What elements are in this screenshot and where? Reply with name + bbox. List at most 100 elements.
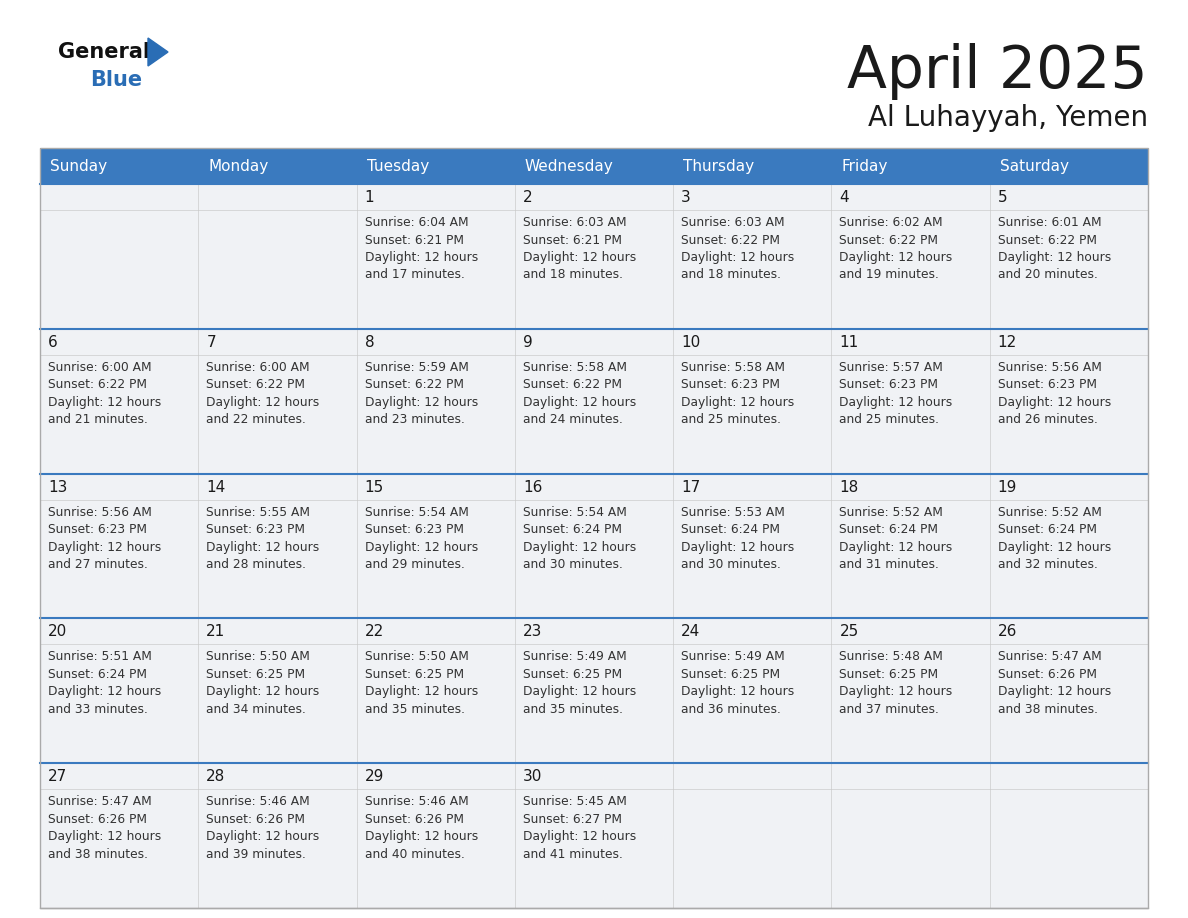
Text: Sunrise: 6:00 AM: Sunrise: 6:00 AM bbox=[207, 361, 310, 374]
Text: Sunset: 6:22 PM: Sunset: 6:22 PM bbox=[681, 233, 781, 247]
Text: and 41 minutes.: and 41 minutes. bbox=[523, 847, 623, 861]
Text: Sunrise: 5:57 AM: Sunrise: 5:57 AM bbox=[840, 361, 943, 374]
Text: and 35 minutes.: and 35 minutes. bbox=[523, 703, 623, 716]
Bar bbox=[356, 184, 514, 329]
Text: Sunset: 6:25 PM: Sunset: 6:25 PM bbox=[365, 668, 463, 681]
Text: Sunrise: 6:02 AM: Sunrise: 6:02 AM bbox=[840, 216, 943, 229]
Text: and 20 minutes.: and 20 minutes. bbox=[998, 268, 1098, 282]
Text: Daylight: 12 hours: Daylight: 12 hours bbox=[681, 251, 795, 264]
Text: 6: 6 bbox=[48, 335, 58, 350]
Text: 22: 22 bbox=[365, 624, 384, 640]
Text: 2: 2 bbox=[523, 190, 532, 205]
Text: 13: 13 bbox=[48, 479, 68, 495]
Bar bbox=[356, 763, 514, 908]
Bar bbox=[832, 474, 990, 619]
Text: and 37 minutes.: and 37 minutes. bbox=[840, 703, 940, 716]
Bar bbox=[990, 184, 1148, 329]
Text: Sunrise: 6:01 AM: Sunrise: 6:01 AM bbox=[998, 216, 1101, 229]
Text: Daylight: 12 hours: Daylight: 12 hours bbox=[207, 541, 320, 554]
Bar bbox=[990, 619, 1148, 763]
Text: 11: 11 bbox=[840, 335, 859, 350]
Text: Sunset: 6:22 PM: Sunset: 6:22 PM bbox=[48, 378, 147, 391]
Text: Sunrise: 5:49 AM: Sunrise: 5:49 AM bbox=[523, 650, 626, 664]
Text: Sunrise: 6:03 AM: Sunrise: 6:03 AM bbox=[523, 216, 626, 229]
Bar bbox=[514, 329, 674, 474]
Text: Daylight: 12 hours: Daylight: 12 hours bbox=[365, 830, 478, 844]
Text: and 32 minutes.: and 32 minutes. bbox=[998, 558, 1098, 571]
Text: 27: 27 bbox=[48, 769, 68, 784]
Text: and 18 minutes.: and 18 minutes. bbox=[681, 268, 782, 282]
Bar bbox=[198, 148, 356, 184]
Text: Sunset: 6:21 PM: Sunset: 6:21 PM bbox=[365, 233, 463, 247]
Bar bbox=[832, 763, 990, 908]
Text: Sunset: 6:23 PM: Sunset: 6:23 PM bbox=[207, 523, 305, 536]
Text: Sunset: 6:25 PM: Sunset: 6:25 PM bbox=[840, 668, 939, 681]
Text: 10: 10 bbox=[681, 335, 701, 350]
Text: and 19 minutes.: and 19 minutes. bbox=[840, 268, 940, 282]
Text: Sunrise: 6:03 AM: Sunrise: 6:03 AM bbox=[681, 216, 785, 229]
Bar bbox=[40, 763, 198, 908]
Text: and 27 minutes.: and 27 minutes. bbox=[48, 558, 147, 571]
Text: 28: 28 bbox=[207, 769, 226, 784]
Text: 4: 4 bbox=[840, 190, 849, 205]
Text: 21: 21 bbox=[207, 624, 226, 640]
Text: Daylight: 12 hours: Daylight: 12 hours bbox=[207, 396, 320, 409]
Text: 12: 12 bbox=[998, 335, 1017, 350]
Text: Sunset: 6:23 PM: Sunset: 6:23 PM bbox=[840, 378, 939, 391]
Bar bbox=[514, 474, 674, 619]
Bar bbox=[356, 329, 514, 474]
Text: Sunrise: 5:56 AM: Sunrise: 5:56 AM bbox=[998, 361, 1101, 374]
Text: Monday: Monday bbox=[208, 159, 268, 174]
Text: Daylight: 12 hours: Daylight: 12 hours bbox=[998, 251, 1111, 264]
Text: Sunrise: 5:53 AM: Sunrise: 5:53 AM bbox=[681, 506, 785, 519]
Text: and 17 minutes.: and 17 minutes. bbox=[365, 268, 465, 282]
Bar bbox=[198, 474, 356, 619]
Text: and 38 minutes.: and 38 minutes. bbox=[48, 847, 148, 861]
Text: Sunrise: 5:48 AM: Sunrise: 5:48 AM bbox=[840, 650, 943, 664]
Text: Daylight: 12 hours: Daylight: 12 hours bbox=[523, 686, 636, 699]
Text: Blue: Blue bbox=[90, 70, 143, 90]
Text: 25: 25 bbox=[840, 624, 859, 640]
Text: and 25 minutes.: and 25 minutes. bbox=[840, 413, 940, 426]
Text: Tuesday: Tuesday bbox=[367, 159, 429, 174]
Text: Sunset: 6:24 PM: Sunset: 6:24 PM bbox=[840, 523, 939, 536]
Text: Sunset: 6:23 PM: Sunset: 6:23 PM bbox=[365, 523, 463, 536]
Text: Sunrise: 5:50 AM: Sunrise: 5:50 AM bbox=[365, 650, 468, 664]
Text: Sunrise: 5:46 AM: Sunrise: 5:46 AM bbox=[207, 795, 310, 808]
Text: 17: 17 bbox=[681, 479, 701, 495]
Text: Sunrise: 5:52 AM: Sunrise: 5:52 AM bbox=[998, 506, 1101, 519]
Bar bbox=[198, 763, 356, 908]
Text: Sunrise: 5:45 AM: Sunrise: 5:45 AM bbox=[523, 795, 627, 808]
Text: Daylight: 12 hours: Daylight: 12 hours bbox=[48, 686, 162, 699]
Text: and 26 minutes.: and 26 minutes. bbox=[998, 413, 1098, 426]
Text: Sunrise: 5:58 AM: Sunrise: 5:58 AM bbox=[523, 361, 627, 374]
Bar bbox=[674, 619, 832, 763]
Text: Sunset: 6:26 PM: Sunset: 6:26 PM bbox=[998, 668, 1097, 681]
Text: Sunset: 6:24 PM: Sunset: 6:24 PM bbox=[681, 523, 781, 536]
Polygon shape bbox=[148, 38, 168, 66]
Text: Sunrise: 5:49 AM: Sunrise: 5:49 AM bbox=[681, 650, 785, 664]
Text: Saturday: Saturday bbox=[1000, 159, 1069, 174]
Text: Daylight: 12 hours: Daylight: 12 hours bbox=[365, 251, 478, 264]
Text: Sunset: 6:24 PM: Sunset: 6:24 PM bbox=[48, 668, 147, 681]
Bar bbox=[356, 148, 514, 184]
Bar bbox=[990, 329, 1148, 474]
Text: Sunset: 6:22 PM: Sunset: 6:22 PM bbox=[998, 233, 1097, 247]
Bar bbox=[514, 148, 674, 184]
Bar bbox=[514, 184, 674, 329]
Text: Daylight: 12 hours: Daylight: 12 hours bbox=[207, 830, 320, 844]
Text: Daylight: 12 hours: Daylight: 12 hours bbox=[48, 396, 162, 409]
Text: and 35 minutes.: and 35 minutes. bbox=[365, 703, 465, 716]
Text: Sunset: 6:24 PM: Sunset: 6:24 PM bbox=[523, 523, 621, 536]
Text: Sunset: 6:22 PM: Sunset: 6:22 PM bbox=[207, 378, 305, 391]
Text: Sunrise: 5:56 AM: Sunrise: 5:56 AM bbox=[48, 506, 152, 519]
Text: Daylight: 12 hours: Daylight: 12 hours bbox=[207, 686, 320, 699]
Text: and 31 minutes.: and 31 minutes. bbox=[840, 558, 940, 571]
Text: Daylight: 12 hours: Daylight: 12 hours bbox=[998, 396, 1111, 409]
Text: Sunrise: 5:52 AM: Sunrise: 5:52 AM bbox=[840, 506, 943, 519]
Text: Al Luhayyah, Yemen: Al Luhayyah, Yemen bbox=[868, 104, 1148, 132]
Text: Sunset: 6:26 PM: Sunset: 6:26 PM bbox=[365, 812, 463, 825]
Bar bbox=[832, 184, 990, 329]
Text: 9: 9 bbox=[523, 335, 532, 350]
Text: Sunset: 6:23 PM: Sunset: 6:23 PM bbox=[681, 378, 781, 391]
